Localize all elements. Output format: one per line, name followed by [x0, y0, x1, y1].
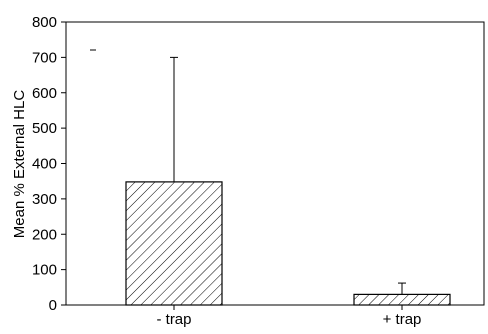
- bars-group: [125, 181, 451, 306]
- error-bars-group: [170, 56, 406, 295]
- bar-minus-trap: [125, 181, 223, 306]
- y-tick-label: 100: [32, 262, 57, 279]
- x-category-label: + trap: [383, 311, 422, 328]
- y-tick-label: 700: [32, 49, 57, 66]
- x-category-label: - trap: [156, 311, 191, 328]
- y-tick-label: 0: [49, 297, 57, 314]
- y-axis-title: Mean % External HLC: [11, 90, 28, 239]
- y-tick-label: 500: [32, 120, 57, 137]
- y-tick-label: 300: [32, 191, 57, 208]
- y-tick-label: 600: [32, 85, 57, 102]
- y-tick-label: 200: [32, 226, 57, 243]
- y-tick-label: 800: [32, 14, 57, 31]
- y-axis-ticks: 0 100 200 300 400 500 600 700 800: [32, 14, 66, 314]
- bar-plus-trap: [353, 293, 451, 306]
- y-tick-label: 400: [32, 156, 57, 173]
- x-axis-labels: - trap + trap: [156, 305, 421, 328]
